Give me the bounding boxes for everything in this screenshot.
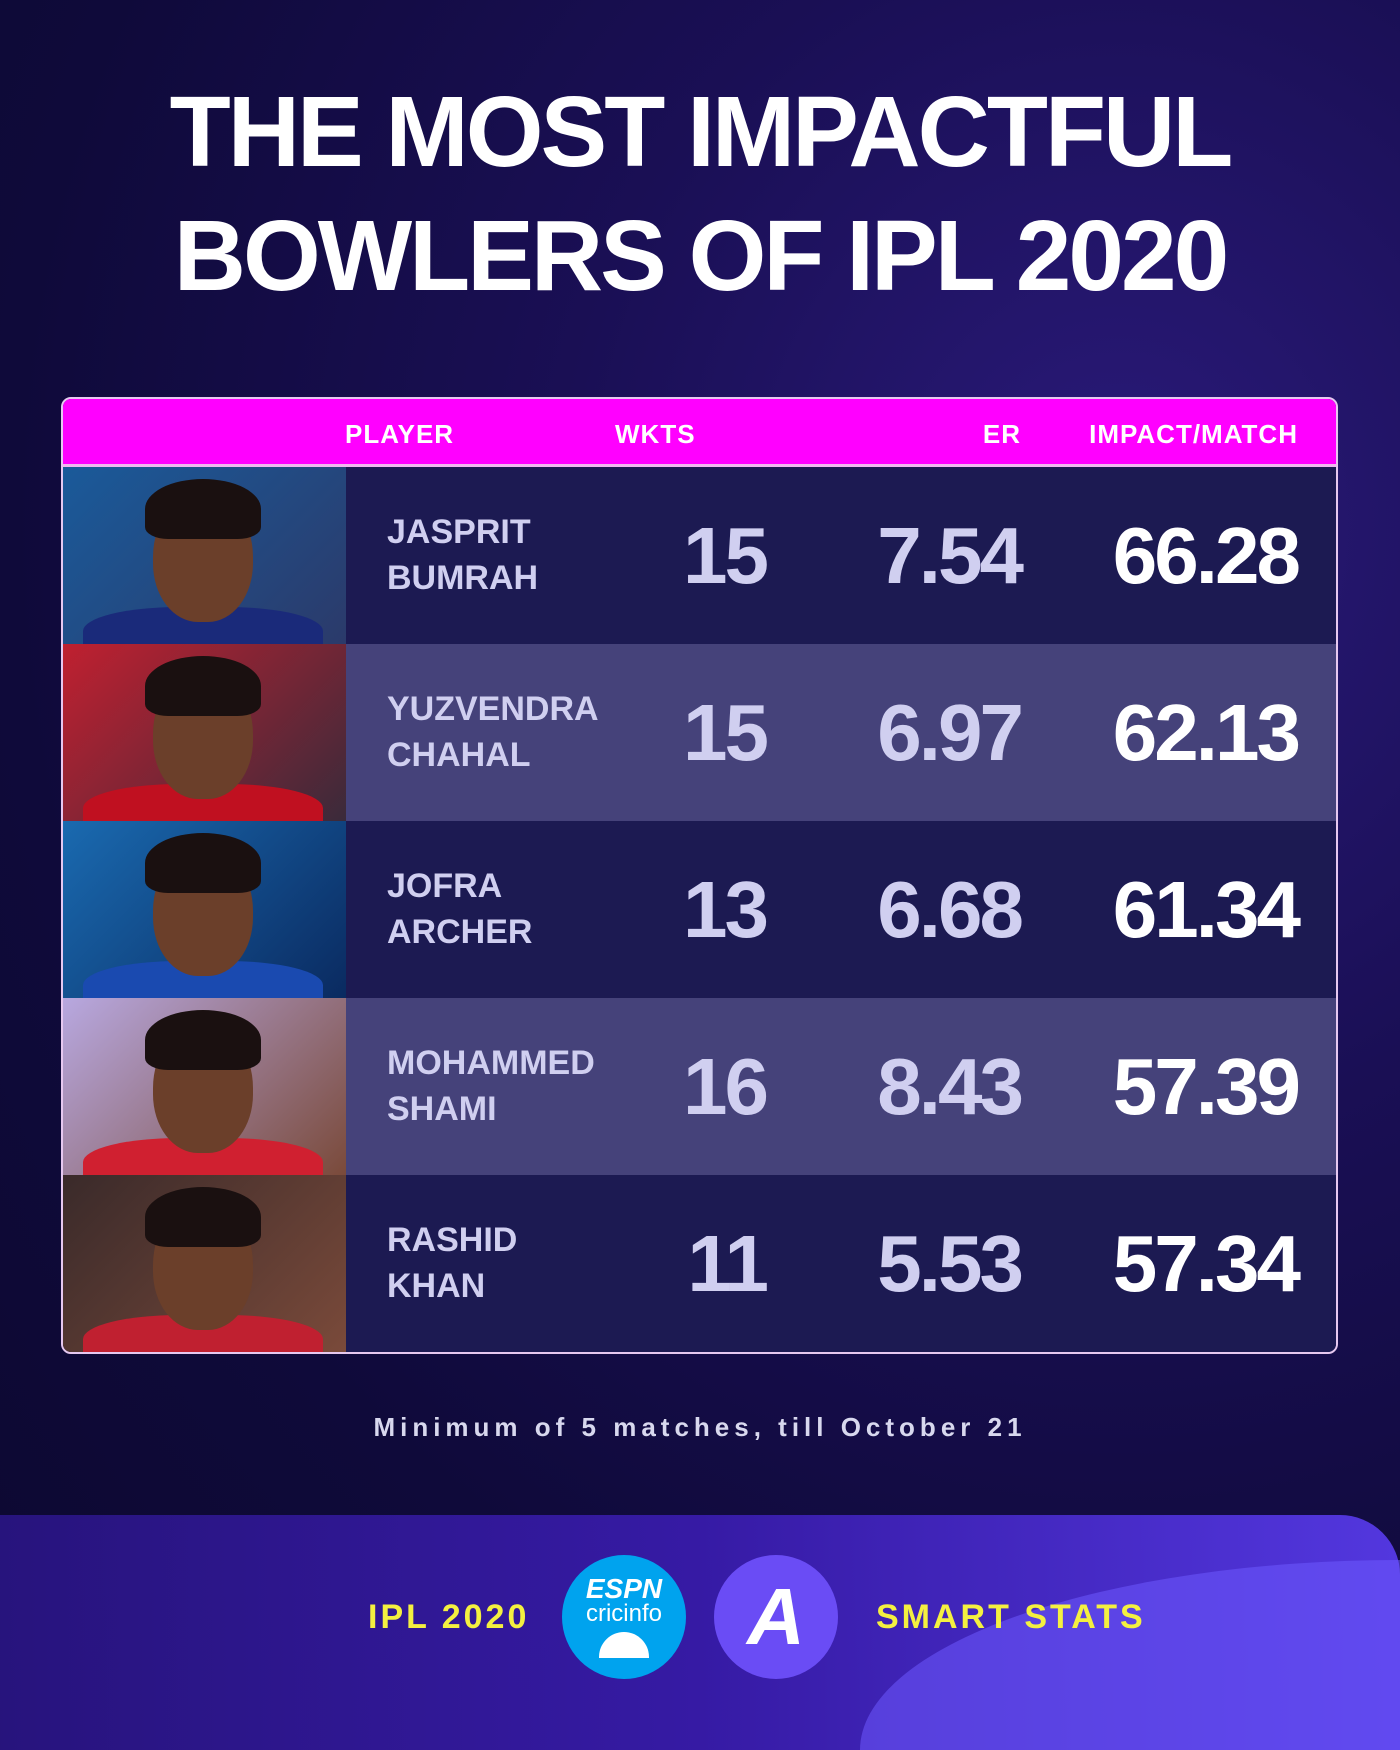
impact-per-match-value: 57.34 [1112,1219,1301,1308]
economy-rate-value: 6.97 [877,688,1024,777]
cricket-ball-icon [599,1632,649,1658]
player-first-name: JASPRIT [387,513,531,551]
header-wkts: WKTS [615,419,696,449]
smart-stats-logo: A [714,1555,838,1679]
player-last-name: SHAMI [387,1090,497,1128]
player-last-name: KHAN [387,1267,486,1305]
espn-logo-text: ESPN [585,1573,663,1604]
player-name: YUZVENDRA CHAHAL [387,686,617,778]
wickets-value: 16 [683,1042,769,1131]
player-last-name: ARCHER [387,913,533,951]
player-photo [63,644,346,821]
cricinfo-logo-text: cricinfo [585,1600,663,1627]
table-row: RASHID KHAN 11 5.53 57.34 [63,1175,1336,1352]
player-last-name: BUMRAH [387,559,539,597]
player-first-name: YUZVENDRA [387,690,599,728]
player-name: MOHAMMED SHAMI [387,1040,617,1132]
player-name: JOFRA ARCHER [387,863,617,955]
player-name: RASHID KHAN [387,1217,617,1309]
header-player: PLAYER [345,419,455,449]
player-first-name: RASHID [387,1221,518,1259]
economy-rate-value: 7.54 [877,511,1024,600]
impact-per-match-value: 62.13 [1112,688,1301,777]
player-photo [63,821,346,998]
bowlers-table: PLAYER WKTS ER IMPACT/MATCH JASPRIT BUMRA… [61,397,1338,1354]
header-er: ER [982,419,1021,449]
impact-per-match-value: 66.28 [1112,511,1301,600]
wickets-value: 13 [683,865,769,954]
economy-rate-value: 6.68 [877,865,1024,954]
wickets-value: 15 [683,511,769,600]
player-first-name: JOFRA [387,867,503,905]
player-first-name: MOHAMMED [387,1044,595,1082]
header-impact: IMPACT/MATCH [1089,419,1298,449]
player-name: JASPRIT BUMRAH [387,509,617,601]
player-photo [63,467,346,644]
impact-per-match-value: 57.39 [1112,1042,1301,1131]
economy-rate-value: 8.43 [877,1042,1024,1131]
footer-ipl-label: IPL 2020 [368,1598,530,1636]
table-row: JASPRIT BUMRAH 15 7.54 66.28 [63,467,1336,644]
table-row: MOHAMMED SHAMI 16 8.43 57.39 [63,998,1336,1175]
table-header: PLAYER WKTS ER IMPACT/MATCH [63,399,1336,467]
espncricinfo-logo: ESPN cricinfo [562,1555,686,1679]
smart-stats-logo-letter: A [747,1572,805,1661]
wickets-value: 15 [683,688,769,777]
table-row: YUZVENDRA CHAHAL 15 6.97 62.13 [63,644,1336,821]
economy-rate-value: 5.53 [877,1219,1024,1308]
title-line-2: BOWLERS OF IPL 2020 [173,200,1230,312]
title-line-1: THE MOST IMPACTFUL [169,76,1234,188]
impact-per-match-value: 61.34 [1112,865,1301,954]
player-last-name: CHAHAL [387,736,531,774]
player-photo [63,1175,346,1352]
wickets-value: 11 [687,1219,769,1308]
footer-smart-stats-label: SMART STATS [876,1598,1146,1636]
player-photo [63,998,346,1175]
table-row: JOFRA ARCHER 13 6.68 61.34 [63,821,1336,998]
footnote: Minimum of 5 matches, till October 21 [373,1412,1027,1442]
page-title: THE MOST IMPACTFUL BOWLERS OF IPL 2020 [0,70,1400,318]
